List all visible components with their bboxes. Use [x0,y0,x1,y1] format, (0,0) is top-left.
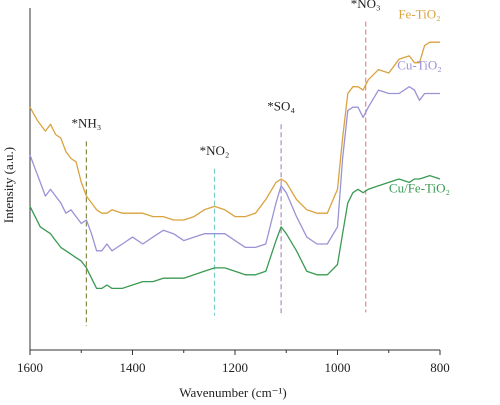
annotation-label: *NH₃ [71,116,101,131]
series-label: Cu-TiO₂ [397,58,442,73]
x-tick-label: 800 [430,360,450,375]
series-line [29,41,440,221]
annotation-label: *NO₃ [351,0,381,11]
x-tick-label: 1600 [17,360,43,375]
y-axis-title: Intensity (a.u.) [1,147,16,223]
series-line [29,86,440,252]
series-label: Fe-TiO₂ [398,6,440,21]
annotation-label: *NO₂ [200,143,230,158]
series-line [29,174,441,290]
x-tick-label: 1000 [325,360,351,375]
plot-area: 1600 1400 1200 1000 800 *NH₃ *NO₂ *SO₄ *NO₃ Fe-Ti… [17,0,450,375]
annotation-label: *SO₄ [267,99,295,114]
x-tick-label: 1400 [120,360,146,375]
x-axis-title: Wavenumber (cm⁻¹) [179,385,287,400]
series-label: Cu/Fe-TiO₂ [389,181,450,196]
x-tick-label: 1200 [222,360,248,375]
